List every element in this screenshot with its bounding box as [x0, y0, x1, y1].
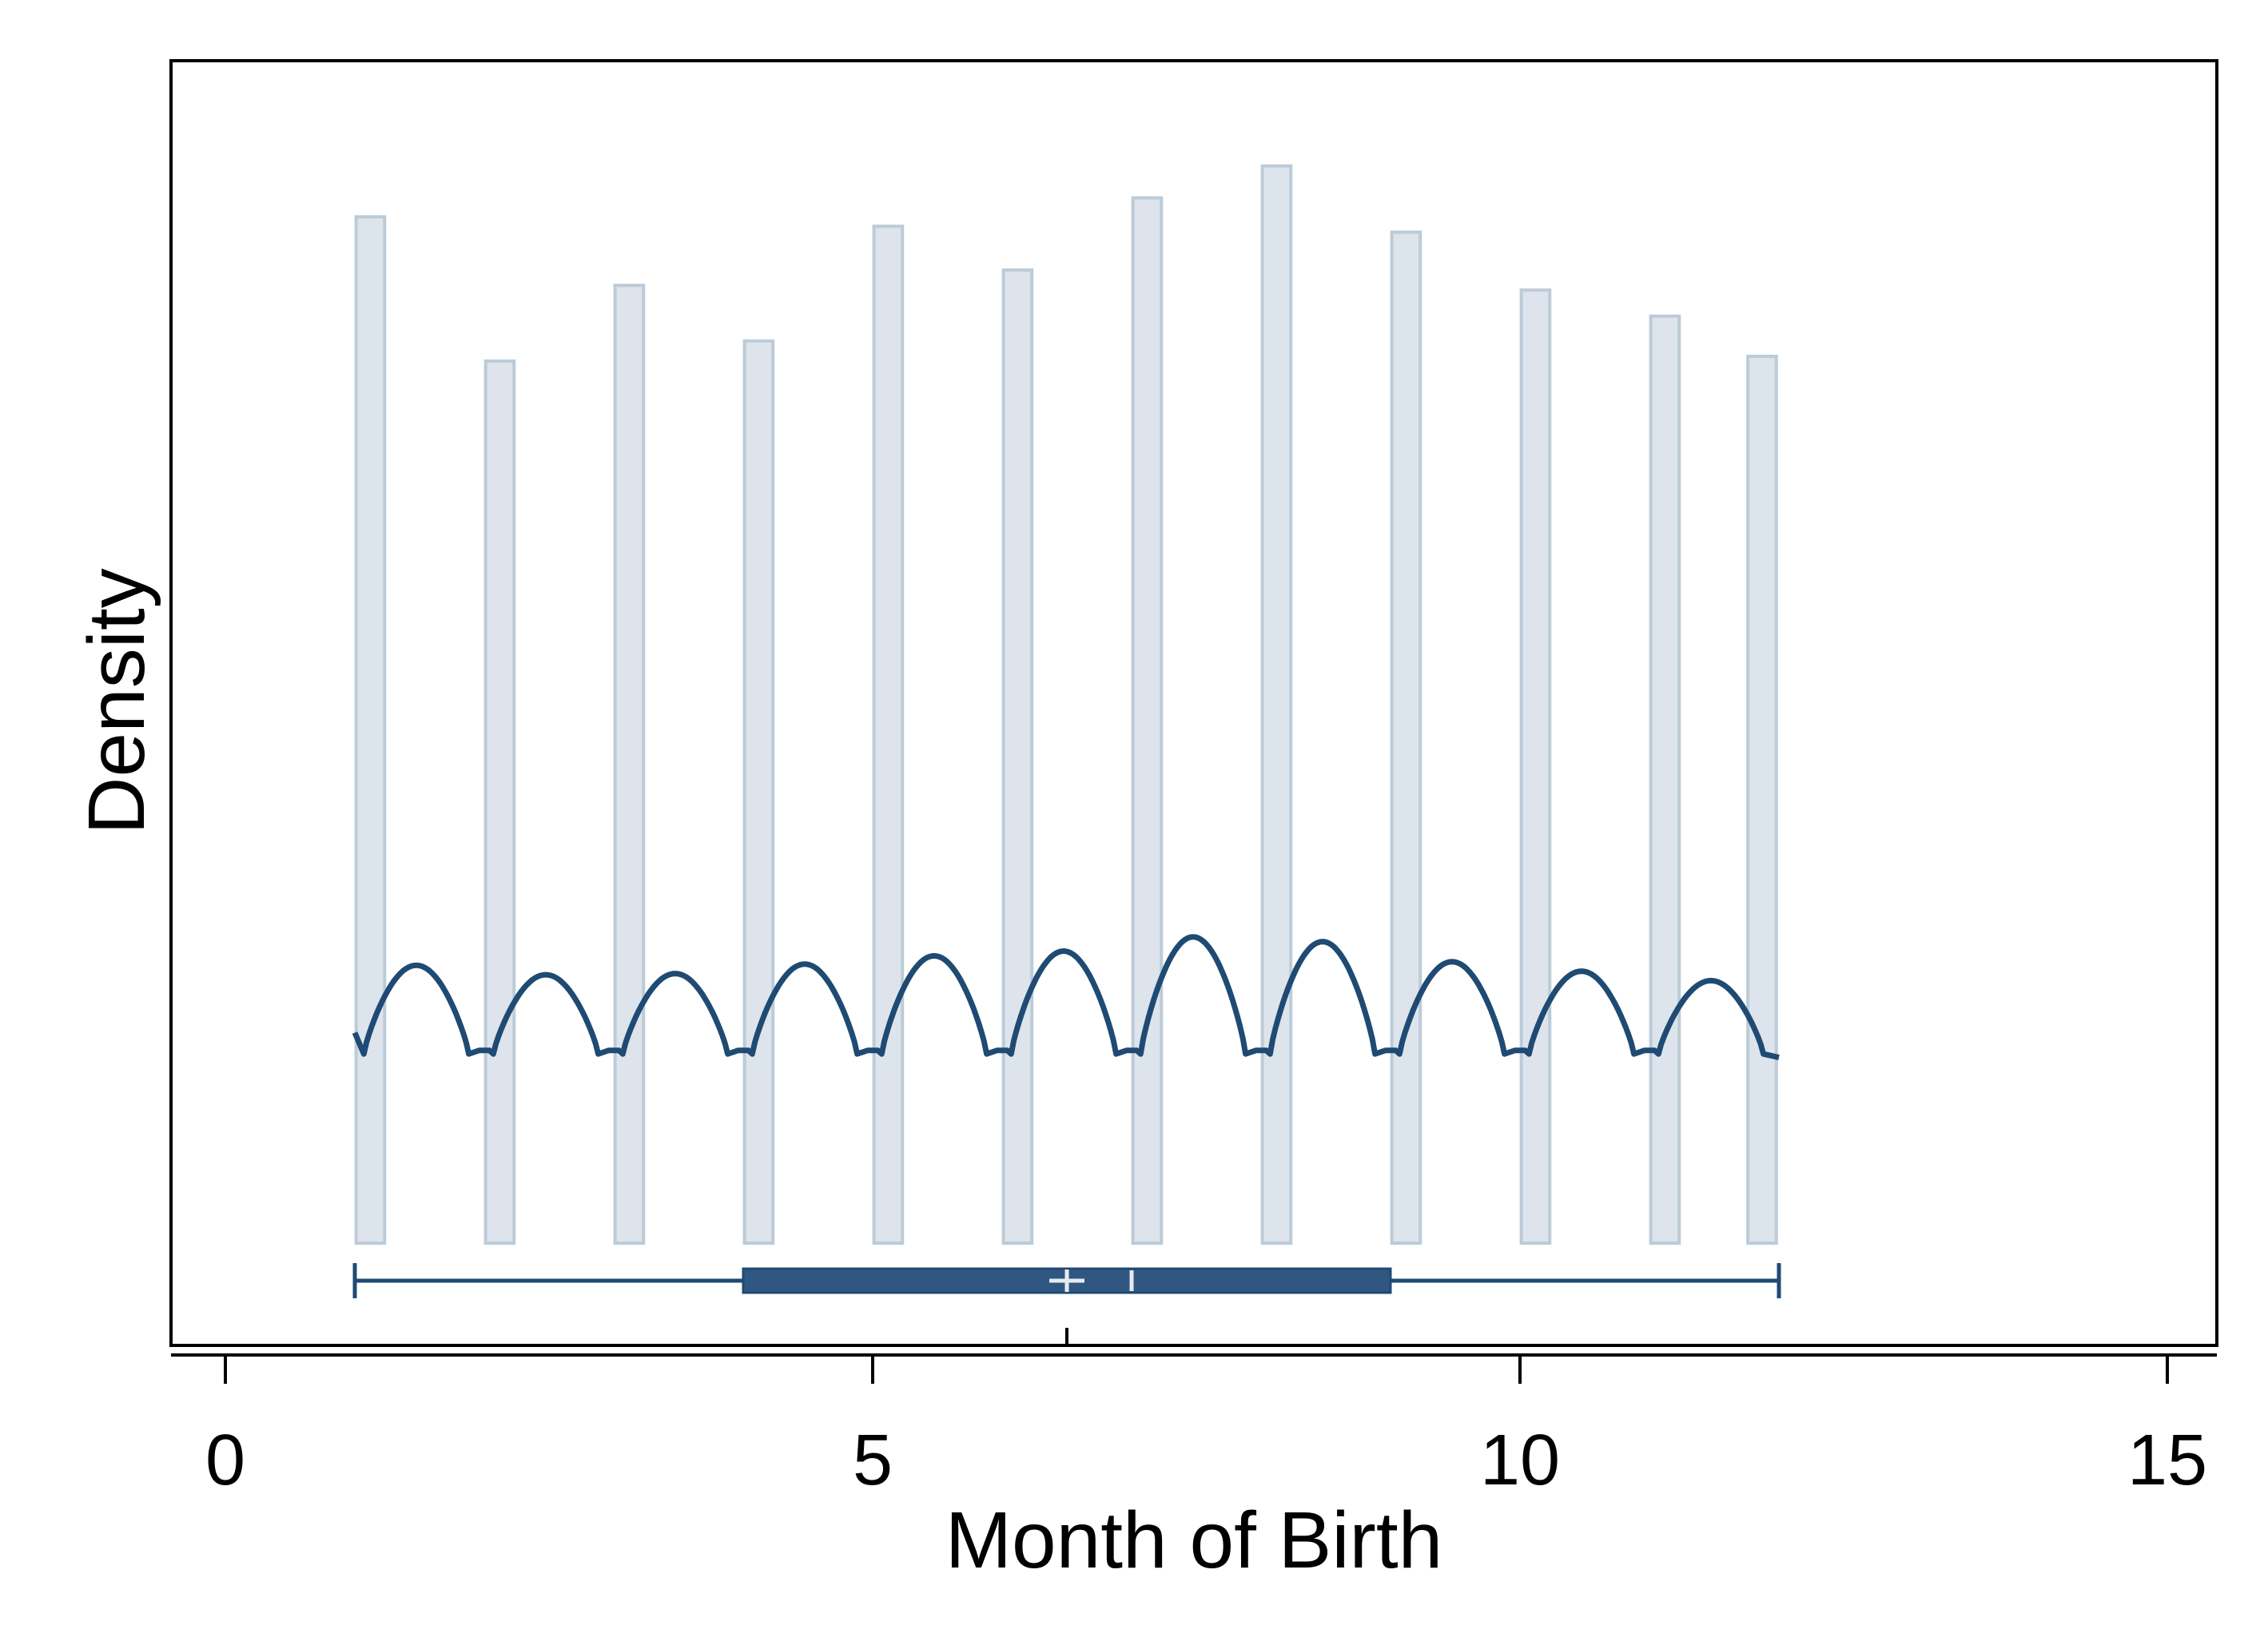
- kernel-density-line: [352, 934, 1780, 1061]
- histogram-bar: [1746, 355, 1778, 1245]
- histogram-bar: [354, 215, 387, 1245]
- x-tick-label: 15: [2127, 1421, 2207, 1500]
- histogram-bar: [1649, 314, 1681, 1245]
- histogram-bar: [1260, 164, 1293, 1246]
- x-tick-label: 10: [1480, 1421, 1560, 1500]
- histogram-bar: [483, 359, 516, 1245]
- y-axis-label: Density: [72, 568, 161, 834]
- histogram-bar: [1519, 288, 1552, 1245]
- histogram-bar: [613, 284, 646, 1246]
- x-axis: 0 5 10 15: [171, 1353, 2217, 1500]
- x-axis-label: Month of Birth: [945, 1496, 1443, 1585]
- histogram-bar: [1390, 230, 1422, 1246]
- histogram-bar: [742, 339, 775, 1245]
- histogram-bar: [872, 225, 905, 1246]
- x-tick-label: 0: [205, 1421, 245, 1500]
- histogram-bar: [1131, 196, 1164, 1245]
- boxplot-mean-marker: [1049, 1270, 1084, 1292]
- x-tick-label: 5: [853, 1421, 893, 1500]
- histogram-bar: [1001, 268, 1034, 1246]
- plot-frame: [169, 59, 2218, 1347]
- plot-area: [352, 164, 1781, 1345]
